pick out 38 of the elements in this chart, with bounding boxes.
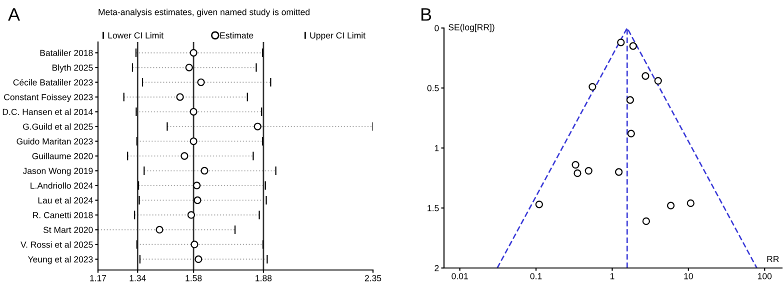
y-tick-label: Guillaume 2020 [32, 152, 93, 160]
y-tick-label: Yeung et al 2023 [28, 256, 93, 264]
chart-title: A [8, 8, 20, 21]
chart-subtitle: Meta-analysis estimates, given named study is omitted [98, 8, 310, 17]
x-tick-label: 100 [758, 273, 772, 280]
y-tick-label: 0 [434, 25, 439, 32]
y-tick-label: 2 [434, 265, 439, 272]
x-tick-label: 1.34 [130, 275, 146, 282]
y-tick-label: Jason Wong 2019 [22, 168, 93, 176]
x-tick-label: 1.88 [256, 275, 272, 282]
y-axis-title: SE(log[RR]) [448, 24, 494, 32]
x-axis-title: RR [767, 256, 779, 262]
y-tick-label: G.Guild et al 2025 [23, 123, 93, 130]
y-tick-label: D.C. Hansen et al 2014 [2, 108, 93, 116]
y-tick-label: Cécile Bataliler 2023 [13, 78, 93, 86]
y-tick-label: Guido Maritan 2023 [16, 138, 93, 145]
y-tick-label: Blyth 2025 [52, 64, 93, 72]
x-tick-label: 0.01 [452, 273, 468, 280]
x-tick-label: 1.58 [186, 275, 202, 282]
text: Upper CI Limit [310, 32, 366, 40]
y-tick-label: 1 [434, 145, 439, 152]
y-tick-label: R. Canetti 2018 [33, 212, 93, 218]
legend-label: Estimate [220, 32, 254, 39]
y-tick-label: Bataliler 2018 [40, 50, 93, 56]
x-tick-label: 1.17 [90, 275, 106, 282]
y-tick-label: Lau et al 2024 [38, 197, 93, 204]
x-tick-label: 1 [610, 273, 614, 280]
x-tick-label: 0.1 [530, 273, 542, 280]
y-tick-label: 0.5 [427, 85, 439, 92]
x-tick-label: 2.35 [364, 275, 382, 282]
x-tick-label: 10 [684, 273, 693, 280]
y-tick-label: L.Andriollo 2024 [30, 182, 93, 189]
y-tick-label: 1.5 [428, 205, 439, 212]
y-tick-label: St Mart 2020 [43, 226, 93, 233]
y-tick-label: V. Rossi et al 2025 [20, 241, 93, 248]
y-tick-label: Constant Foissey 2023 [4, 94, 93, 102]
chart-title: B [421, 8, 432, 21]
text: Lower CI Limit [108, 32, 164, 39]
